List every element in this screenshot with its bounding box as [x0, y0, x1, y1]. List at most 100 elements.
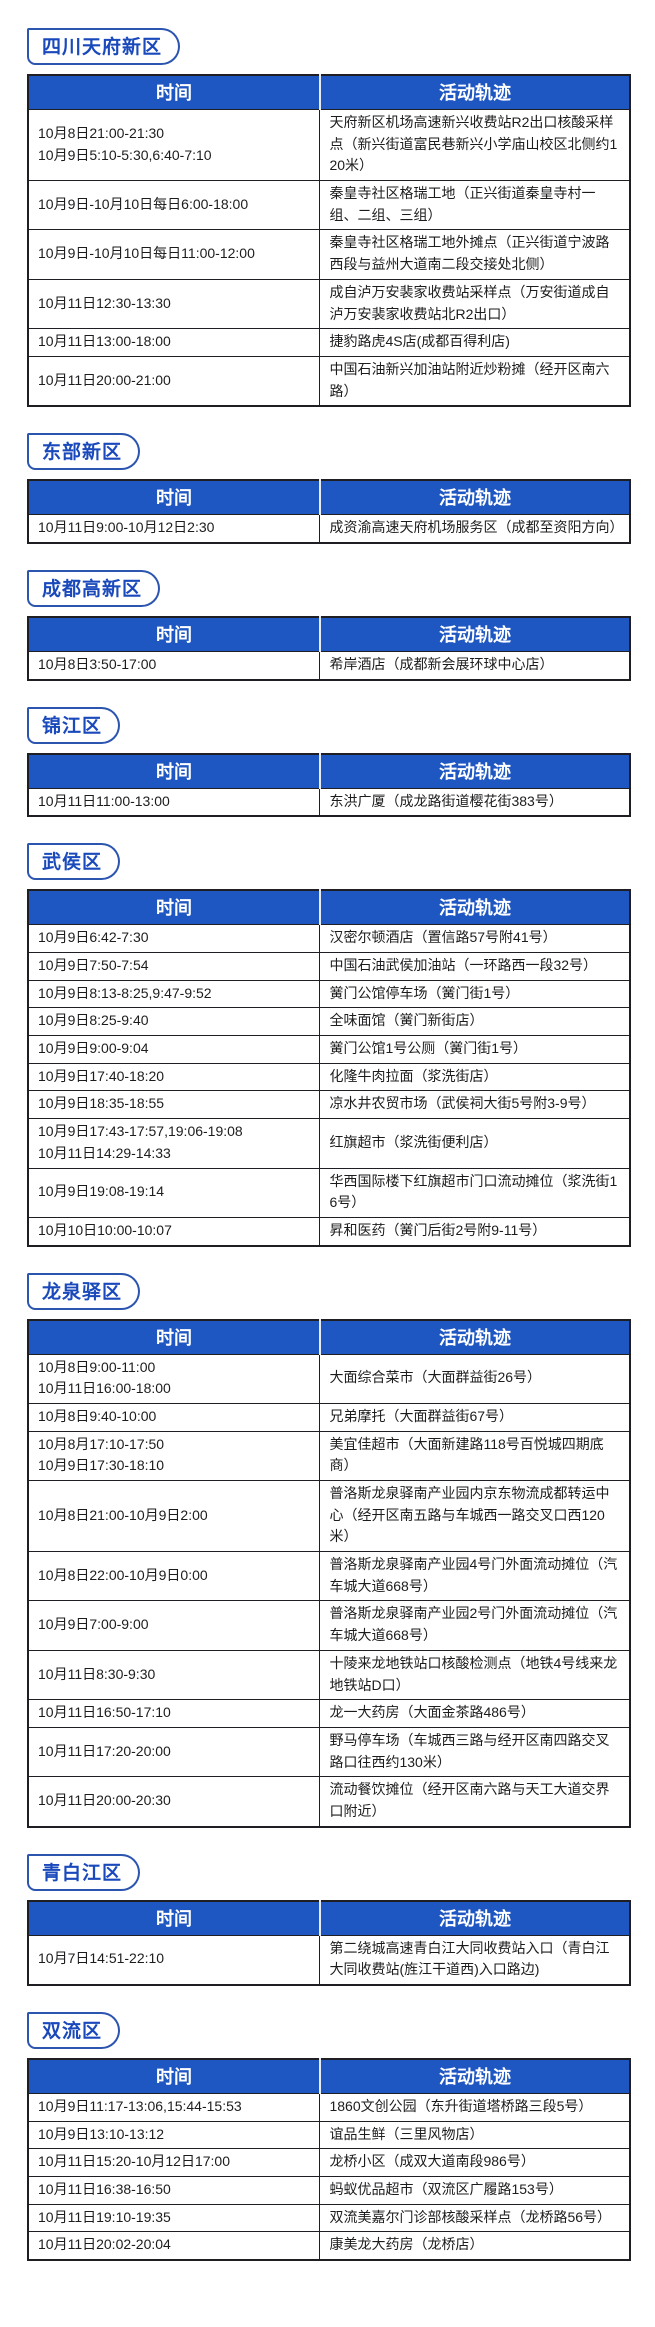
- trajectory-table-body: 10月9日6:42-7:30 汉密尔顿酒店（置信路57号附41号） 10月9日7:5…: [27, 924, 631, 1247]
- activity-cell: 龙桥小区（成双大道南段986号）: [319, 2148, 631, 2178]
- trajectory-table-head: 时间 活动轨迹: [28, 2059, 630, 2094]
- table-row: 10月9日13:10-13:12 谊品生鲜（三里风物店）: [27, 2120, 631, 2150]
- col-header-time: 时间: [28, 480, 320, 516]
- time-cell: 10月9日17:40-18:20: [27, 1062, 321, 1092]
- trajectory-table-head: 时间 活动轨迹: [28, 890, 630, 926]
- time-cell: 10月10日10:00-10:07: [27, 1216, 321, 1247]
- time-cell: 10月9日-10月10日每日11:00-12:00: [27, 229, 321, 280]
- activity-cell: 红旗超市（浆洗街便利店）: [319, 1118, 631, 1169]
- activity-cell: 蚂蚁优品超市（双流区广履路153号）: [319, 2176, 631, 2205]
- trajectory-table-head: 时间 活动轨迹: [28, 1319, 630, 1355]
- col-header-time: 时间: [28, 75, 320, 110]
- district-section: 青白江区 时间 活动轨迹 10月7日14:51-22:10 第二绕城高速青白江大同…: [27, 1853, 631, 1986]
- trajectory-table-body: 10月11日11:00-13:00 东洪广厦（成龙路街道樱花街383号）: [27, 787, 631, 817]
- activity-cell: 大面综合菜市（大面群益街26号）: [319, 1353, 631, 1404]
- activity-cell: 普洛斯龙泉驿南产业园4号门外面流动摊位（汽车城大道668号）: [319, 1551, 631, 1602]
- activity-cell: 天府新区机场高速新兴收费站R2出口核酸采样点（新兴街道富民巷新兴小学庙山校区北侧…: [319, 108, 631, 182]
- table-row: 10月8日9:40-10:00 兄弟摩托（大面群益街67号）: [27, 1402, 631, 1432]
- table-row: 10月11日20:00-21:00 中国石油新兴加油站附近炒粉摊（经开区南六路）: [27, 355, 631, 407]
- table-row: 10月8日22:00-10月9日0:00 普洛斯龙泉驿南产业园4号门外面流动摊位（…: [27, 1551, 631, 1602]
- header-row: 时间 活动轨迹: [28, 753, 630, 789]
- activity-cell: 成资渝高速天府机场服务区（成都至资阳方向）: [319, 514, 631, 544]
- col-header-activity: 活动轨迹: [318, 2059, 630, 2094]
- activity-cell: 康美龙大药房（龙桥店）: [319, 2231, 631, 2261]
- table-row: 10月8月17:10-17:50 10月9日17:30-18:10 美宜佳超市（大…: [27, 1430, 631, 1482]
- district-section: 龙泉驿区 时间 活动轨迹 10月8日9:00-11:00 10月11日16:00…: [27, 1272, 631, 1828]
- time-cell: 10月11日13:00-18:00: [27, 328, 321, 357]
- activity-cell: 普洛斯龙泉驿南产业园内京东物流成都转运中心（经开区南五路与车城西一路交叉口西12…: [319, 1479, 631, 1553]
- time-cell: 10月8日21:00-21:30 10月9日5:10-5:30,6:40-7:1…: [27, 108, 321, 182]
- time-cell: 10月8日3:50-17:00: [27, 650, 321, 681]
- table-row: 10月11日16:38-16:50 蚂蚁优品超市（双流区广履路153号）: [27, 2176, 631, 2205]
- activity-cell: 汉密尔顿酒店（置信路57号附41号）: [319, 924, 631, 953]
- activity-cell: 昇和医药（黉门后街2号附9-11号）: [319, 1216, 631, 1247]
- time-cell: 10月8日22:00-10月9日0:00: [27, 1551, 321, 1602]
- activity-cell: 流动餐饮摊位（经开区南六路与天工大道交界口附近）: [319, 1776, 631, 1828]
- district-section: 成都高新区 时间 活动轨迹 10月8日3:50-17:00 希岸酒店（成都新会展环…: [27, 569, 631, 681]
- col-header-activity: 活动轨迹: [318, 1319, 630, 1355]
- time-cell: 10月11日15:20-10月12日17:00: [27, 2148, 321, 2178]
- table-row: 10月8日21:00-10月9日2:00 普洛斯龙泉驿南产业园内京东物流成都转运中…: [27, 1479, 631, 1553]
- col-header-time: 时间: [28, 753, 320, 789]
- table-row: 10月11日15:20-10月12日17:00 龙桥小区（成双大道南段986号）: [27, 2148, 631, 2178]
- trajectory-table-body: 10月11日9:00-10月12日2:30 成资渝高速天府机场服务区（成都至资阳方…: [27, 514, 631, 544]
- trajectory-table-head: 时间 活动轨迹: [28, 480, 630, 516]
- district-badge: 成都高新区: [27, 569, 161, 607]
- district-section: 锦江区 时间 活动轨迹 10月11日11:00-13:00 东洪广厦（成龙路街道樱…: [27, 706, 631, 818]
- time-cell: 10月11日12:30-13:30: [27, 278, 321, 330]
- header-row: 时间 活动轨迹: [28, 480, 630, 516]
- col-header-time: 时间: [28, 1319, 320, 1355]
- table-row: 10月8日3:50-17:00 希岸酒店（成都新会展环球中心店）: [27, 650, 631, 681]
- district-section: 四川天府新区 时间 活动轨迹 10月8日21:00-21:30 10月9日5:1…: [27, 28, 631, 408]
- table-row: 10月11日16:50-17:10 龙一大药房（大面金茶路486号）: [27, 1699, 631, 1728]
- district-badge: 锦江区: [27, 706, 121, 744]
- district-badge: 东部新区: [27, 433, 141, 471]
- table-row: 10月9日8:13-8:25,9:47-9:52 黉门公馆停车场（黉门街1号）: [27, 979, 631, 1009]
- time-cell: 10月11日19:10-19:35: [27, 2203, 321, 2233]
- table-row: 10月9日7:50-7:54 中国石油武侯加油站（一环路西一段32号）: [27, 952, 631, 981]
- activity-cell: 黉门公馆停车场（黉门街1号）: [319, 979, 631, 1009]
- table-row: 10月8日21:00-21:30 10月9日5:10-5:30,6:40-7:1…: [27, 108, 631, 182]
- trajectory-table: 时间 活动轨迹 10月11日9:00-10月12日2:30 成资渝高速天府机场服务…: [27, 479, 631, 544]
- district-section: 双流区 时间 活动轨迹 10月9日11:17-13:06,15:44-15:53…: [27, 2012, 631, 2262]
- activity-cell: 1860文创公园（东升街道塔桥路三段5号）: [319, 2093, 631, 2122]
- district-badge: 四川天府新区: [27, 28, 181, 65]
- trajectory-table-head: 时间 活动轨迹: [28, 1900, 630, 1936]
- time-cell: 10月9日7:00-9:00: [27, 1600, 321, 1651]
- activity-cell: 秦皇寺社区格瑞工地（正兴街道秦皇寺村一组、二组、三组）: [319, 180, 631, 231]
- table-row: 10月9日8:25-9:40 全味面馆（黉门新街店）: [27, 1007, 631, 1037]
- time-cell: 10月11日16:50-17:10: [27, 1699, 321, 1728]
- col-header-activity: 活动轨迹: [318, 890, 630, 926]
- trajectory-table: 时间 活动轨迹 10月7日14:51-22:10 第二绕城高速青白江大同收费站入口…: [27, 1899, 631, 1986]
- col-header-activity: 活动轨迹: [318, 616, 630, 652]
- table-row: 10月9日-10月10日每日11:00-12:00 秦皇寺社区格瑞工地外摊点（正兴…: [27, 229, 631, 280]
- table-row: 10月7日14:51-22:10 第二绕城高速青白江大同收费站入口（青白江大同收费…: [27, 1934, 631, 1986]
- activity-cell: 秦皇寺社区格瑞工地外摊点（正兴街道宁波路西段与益州大道南二段交接处北侧）: [319, 229, 631, 280]
- activity-cell: 野马停车场（车城西三路与经开区南四路交叉路口往西约130米）: [319, 1726, 631, 1778]
- header-row: 时间 活动轨迹: [28, 2059, 630, 2094]
- table-row: 10月9日17:43-17:57,19:06-19:08 10月11日14:29…: [27, 1118, 631, 1169]
- district-badge: 龙泉驿区: [27, 1272, 141, 1310]
- header-row: 时间 活动轨迹: [28, 1900, 630, 1936]
- trajectory-table-body: 10月8日9:00-11:00 10月11日16:00-18:00 大面综合菜市（…: [27, 1353, 631, 1828]
- table-row: 10月11日13:00-18:00 捷豹路虎4S店(成都百得利店): [27, 328, 631, 357]
- activity-cell: 十陵来龙地铁站口核酸检测点（地铁4号线来龙地铁站D口）: [319, 1649, 631, 1701]
- trajectory-table: 时间 活动轨迹 10月9日11:17-13:06,15:44-15:53 1860…: [27, 2058, 631, 2262]
- activity-cell: 希岸酒店（成都新会展环球中心店）: [319, 650, 631, 681]
- table-row: 10月11日12:30-13:30 成自泸万安裴家收费站采样点（万安街道成自泸万安…: [27, 278, 631, 330]
- trajectory-table: 时间 活动轨迹 10月8日9:00-11:00 10月11日16:00-18:0…: [27, 1318, 631, 1828]
- time-cell: 10月11日9:00-10月12日2:30: [27, 514, 321, 544]
- time-cell: 10月9日8:25-9:40: [27, 1007, 321, 1037]
- time-cell: 10月11日20:00-20:30: [27, 1776, 321, 1828]
- activity-cell: 化隆牛肉拉面（浆洗街店）: [319, 1062, 631, 1092]
- table-row: 10月9日-10月10日每日6:00-18:00 秦皇寺社区格瑞工地（正兴街道秦皇…: [27, 180, 631, 231]
- time-cell: 10月11日20:00-21:00: [27, 355, 321, 407]
- trajectory-table-body: 10月8日3:50-17:00 希岸酒店（成都新会展环球中心店）: [27, 650, 631, 681]
- time-cell: 10月11日8:30-9:30: [27, 1649, 321, 1701]
- time-cell: 10月11日20:02-20:04: [27, 2231, 321, 2261]
- table-row: 10月9日19:08-19:14 华西国际楼下红旗超市门口流动摊位（浆洗街16号）: [27, 1167, 631, 1218]
- table-row: 10月11日20:00-20:30 流动餐饮摊位（经开区南六路与天工大道交界口附近…: [27, 1776, 631, 1828]
- time-cell: 10月8日9:00-11:00 10月11日16:00-18:00: [27, 1353, 321, 1404]
- trajectory-table-head: 时间 活动轨迹: [28, 616, 630, 652]
